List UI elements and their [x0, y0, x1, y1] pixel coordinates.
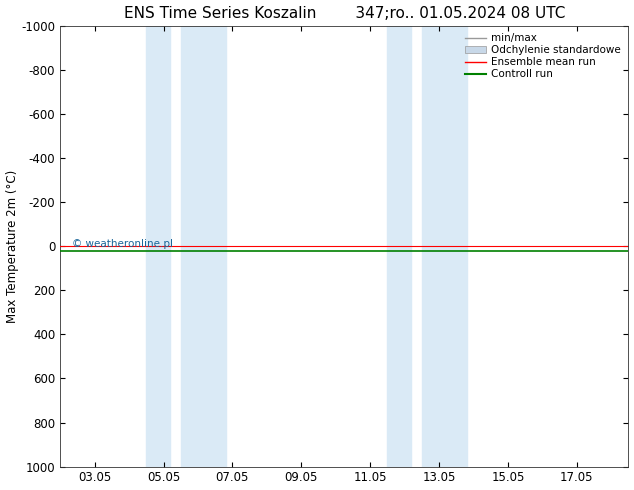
- Bar: [181, 26, 226, 466]
- Y-axis label: Max Temperature 2m (°C): Max Temperature 2m (°C): [6, 170, 18, 323]
- Bar: [146, 26, 171, 466]
- Title: ENS Time Series Koszalin        347;ro.. 01.05.2024 08 UTC: ENS Time Series Koszalin 347;ro.. 01.05.…: [124, 5, 565, 21]
- Bar: [387, 26, 411, 466]
- Bar: [422, 26, 467, 466]
- Text: © weatheronline.pl: © weatheronline.pl: [72, 239, 172, 249]
- Legend: min/max, Odchylenie standardowe, Ensemble mean run, Controll run: min/max, Odchylenie standardowe, Ensembl…: [463, 31, 623, 81]
